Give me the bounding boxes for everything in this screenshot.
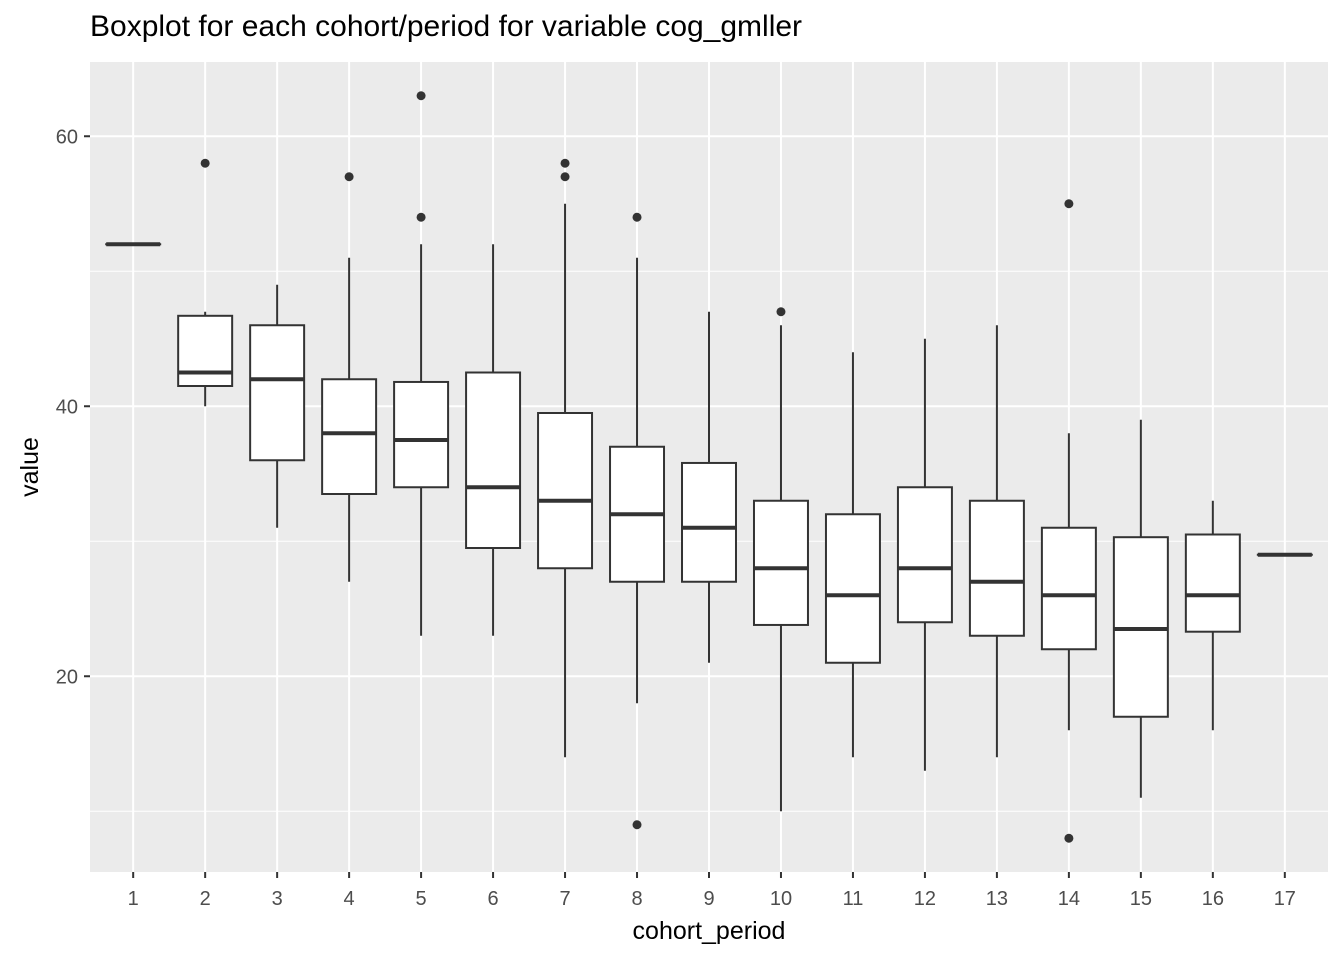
- box-iqr: [537, 412, 594, 570]
- outlier-point: [632, 820, 642, 830]
- box-16: [1184, 500, 1241, 731]
- x-tick-label: 9: [703, 888, 714, 910]
- outlier-point: [632, 212, 642, 222]
- outlier-point: [1064, 199, 1074, 209]
- box-iqr: [1112, 536, 1169, 718]
- y-tick-label: 20: [56, 666, 78, 688]
- box-iqr: [824, 513, 881, 664]
- box-11: [824, 352, 881, 758]
- box-iqr: [321, 378, 378, 495]
- box-iqr: [1040, 526, 1097, 651]
- box-2: [177, 158, 234, 407]
- x-tick-label: 16: [1202, 888, 1224, 910]
- box-14: [1040, 199, 1097, 843]
- chart-title: Boxplot for each cohort/period for varia…: [90, 10, 803, 43]
- x-tick-label: 17: [1274, 888, 1296, 910]
- x-tick-label: 12: [914, 888, 936, 910]
- x-tick-label: 13: [986, 888, 1008, 910]
- box-iqr: [968, 499, 1025, 637]
- outlier-point: [1064, 833, 1074, 843]
- outlier-point: [776, 307, 786, 317]
- box-9: [681, 311, 737, 663]
- x-tick-label: 6: [488, 888, 499, 910]
- outlier-point: [416, 91, 426, 101]
- x-tick-label: 3: [272, 888, 283, 910]
- x-tick-label: 8: [631, 888, 642, 910]
- box-iqr: [465, 371, 522, 549]
- y-axis-title: value: [16, 437, 44, 497]
- box-6: [465, 244, 522, 636]
- outlier-point: [416, 212, 426, 222]
- box-iqr: [177, 314, 234, 387]
- box-iqr: [681, 461, 737, 583]
- box-iqr: [1184, 533, 1241, 633]
- box-3: [249, 284, 306, 528]
- x-tick-label: 2: [200, 888, 211, 910]
- outlier-point: [560, 158, 570, 168]
- box-15: [1112, 419, 1169, 798]
- box-12: [896, 338, 953, 771]
- y-tick-label: 40: [56, 396, 78, 418]
- x-tick-label: 10: [770, 888, 792, 910]
- x-tick-label: 5: [416, 888, 427, 910]
- x-tick-label: 14: [1058, 888, 1080, 910]
- box-5: [393, 91, 450, 636]
- box-8: [609, 212, 666, 830]
- y-tick-label: 60: [56, 126, 78, 148]
- outlier-point: [344, 172, 354, 182]
- box-7: [537, 158, 594, 758]
- box-13: [968, 325, 1025, 758]
- box-iqr: [752, 499, 809, 626]
- box-iqr: [249, 324, 306, 462]
- x-tick-label: 4: [344, 888, 355, 910]
- x-tick-label: 7: [559, 888, 570, 910]
- x-tick-label: 11: [843, 888, 864, 910]
- box-10: [752, 307, 809, 812]
- box-4: [321, 172, 378, 582]
- outlier-point: [200, 158, 210, 168]
- box-iqr: [393, 380, 450, 489]
- x-tick-label: 1: [128, 888, 139, 910]
- boxes: [105, 91, 1313, 843]
- box-iqr: [896, 486, 953, 624]
- x-axis-title: cohort_period: [633, 917, 786, 945]
- x-tick-label: 15: [1130, 888, 1152, 910]
- outlier-point: [560, 172, 570, 182]
